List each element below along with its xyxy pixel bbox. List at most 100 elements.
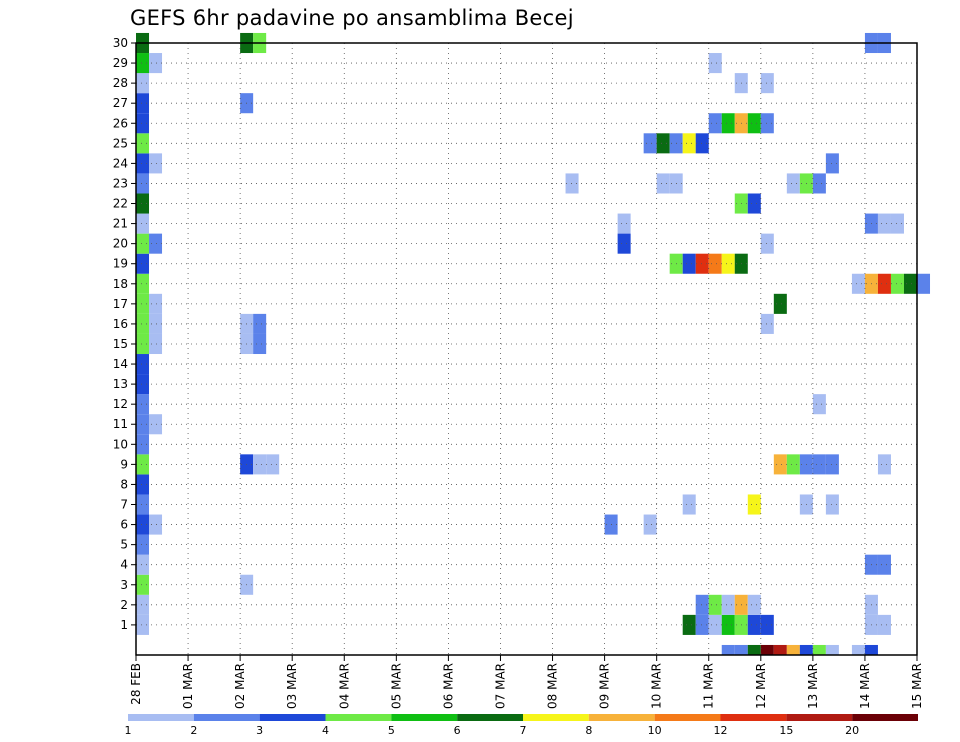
precip-cell [812, 454, 826, 475]
colorbar-segment [391, 714, 458, 721]
precip-cell [695, 133, 709, 154]
precip-cell [136, 574, 150, 595]
colorbar-segment [325, 714, 392, 721]
y-tick-label: 20 [113, 237, 128, 251]
precip-cell [825, 454, 839, 475]
colorbar-segment [720, 714, 787, 721]
precip-cell [136, 554, 150, 575]
precip-cell [136, 293, 150, 314]
y-tick-label: 14 [113, 357, 128, 371]
precip-cell [877, 454, 891, 475]
x-tick-label: 13 MAR [806, 663, 820, 709]
colorbar-label: 15 [779, 724, 793, 737]
y-tick-label: 2 [120, 598, 128, 612]
x-tick-label: 11 MAR [702, 663, 716, 709]
precip-cell [136, 434, 150, 455]
x-tick-label: 03 MAR [285, 663, 299, 709]
precip-cell [643, 133, 657, 154]
precip-cell [786, 644, 800, 655]
precip-cell [136, 614, 150, 635]
precip-cell [734, 644, 748, 655]
precip-cell [708, 594, 722, 615]
y-tick-label: 6 [120, 518, 128, 532]
precip-cell [851, 273, 865, 294]
colorbar-label: 1 [125, 724, 132, 737]
precip-cell [708, 614, 722, 635]
precip-cell [773, 454, 787, 475]
precip-cell [747, 614, 761, 635]
y-tick-label: 12 [113, 397, 128, 411]
y-tick-label: 24 [113, 156, 128, 170]
y-tick-label: 11 [113, 417, 128, 431]
precip-cell [136, 394, 150, 415]
precip-cell [812, 644, 826, 655]
precip-cell [149, 333, 163, 355]
precip-cell [877, 213, 891, 234]
y-tick-label: 13 [113, 377, 128, 391]
x-tick-label: 06 MAR [441, 663, 455, 709]
precip-cell [136, 494, 150, 515]
precip-cell [643, 514, 657, 535]
x-tick-label: 04 MAR [337, 663, 351, 709]
precip-cell [721, 614, 735, 635]
y-tick-label: 15 [113, 337, 128, 351]
precip-cell [253, 454, 267, 475]
precip-cell [136, 534, 150, 555]
colorbar-segment [852, 714, 918, 721]
precip-cell [136, 474, 150, 495]
precip-cell [760, 73, 774, 94]
precip-cell [747, 193, 761, 214]
precip-cell [721, 113, 735, 134]
precip-cell [253, 313, 267, 334]
precip-cell [786, 173, 800, 194]
y-tick-label: 9 [120, 457, 128, 471]
precip-cell [851, 644, 865, 655]
precip-cell [136, 153, 150, 174]
precip-cell [136, 333, 150, 355]
precip-cell [773, 293, 787, 314]
colorbar-label: 8 [585, 724, 592, 737]
y-tick-label: 17 [113, 297, 128, 311]
colorbar-segment [523, 714, 589, 721]
precip-cell [253, 333, 267, 355]
precip-cell [695, 253, 709, 274]
precip-cell [136, 193, 150, 214]
y-tick-label: 25 [113, 136, 128, 150]
precip-cell [825, 644, 839, 655]
precip-cell [136, 514, 150, 535]
precip-cell [149, 53, 163, 74]
precip-cell [695, 594, 709, 615]
precip-cell [721, 644, 735, 655]
y-tick-label: 7 [120, 498, 128, 512]
precip-cell [136, 113, 150, 134]
precip-cell [877, 554, 891, 575]
y-tick-label: 5 [120, 538, 128, 552]
precip-cell [682, 494, 696, 515]
y-tick-label: 3 [120, 578, 128, 592]
precip-cell [136, 73, 150, 94]
plot-frame [135, 42, 918, 656]
precip-cell [149, 153, 163, 174]
precip-cell [747, 113, 761, 134]
colorbar-label: 3 [256, 724, 263, 737]
precip-cell [747, 494, 761, 515]
x-tick-label: 01 MAR [181, 663, 195, 709]
y-tick-label: 4 [120, 558, 128, 572]
colorbar-segment [193, 714, 260, 721]
precip-cell [760, 233, 774, 254]
precip-cell [136, 594, 150, 615]
x-tick-label: 05 MAR [389, 663, 403, 709]
colorbar-segment [457, 714, 523, 721]
x-tick-label: 28 FEB [129, 663, 143, 705]
x-tick-label: 09 MAR [598, 663, 612, 709]
precip-cell [890, 213, 904, 234]
precip-cell [721, 253, 735, 274]
precip-cell [760, 113, 774, 134]
precip-cell [721, 594, 735, 615]
precip-cell [773, 644, 787, 655]
precip-cell [266, 454, 280, 475]
precip-cell [890, 273, 904, 294]
y-tick-label: 23 [113, 176, 128, 190]
precip-cell [812, 173, 826, 194]
precip-cell [149, 514, 163, 535]
